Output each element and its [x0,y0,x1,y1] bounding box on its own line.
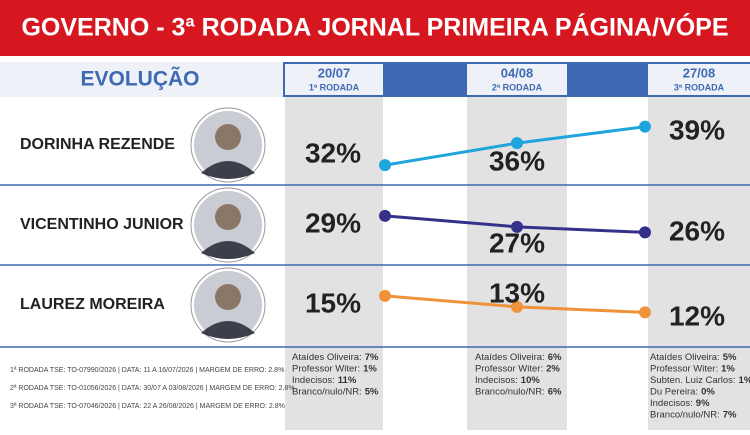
column-shade [648,97,750,430]
subtitle: EVOLUÇÃO [80,68,199,91]
other-name: Branco/nulo/NR: [650,409,720,420]
other-name: Ataídes Oliveira: [650,352,720,363]
other-candidate: Professor Witer: 1% [650,363,735,374]
point [379,209,391,222]
photo-body [201,241,255,259]
photo-head [215,124,241,150]
point [379,159,391,172]
point [639,226,651,239]
other-value: 2% [546,363,560,374]
other-value: 1% [363,363,377,374]
other-value: 7% [365,352,379,363]
column-shade [467,97,567,430]
value-label: 29% [305,207,361,238]
other-name: Indecisos: [650,398,693,409]
candidate-name: DORINHA REZENDE [20,136,175,153]
other-name: Professor Witer: [475,363,543,374]
column-shade [285,97,383,430]
footnote: 1ª RODADA TSE: TO-07990/2026 | DATA: 11 … [10,367,284,374]
photo-body [201,321,255,339]
other-name: Du Pereira: [650,386,698,397]
column-date: 20/07 [318,65,351,80]
point [639,306,651,319]
other-value: 7% [723,409,737,420]
column-header [285,64,383,95]
other-candidate: Indecisos: 10% [475,375,540,386]
other-value: 1% [721,363,735,374]
candidate-name: VICENTINHO JUNIOR [20,216,184,233]
subtitle-box [0,62,283,97]
column-round: 3ª RODADA [674,82,725,92]
value-label: 12% [669,300,725,331]
other-name: Branco/nulo/NR: [292,386,362,397]
point [511,300,523,313]
other-name: Subten. Luiz Carlos: [650,375,736,386]
other-candidate: Du Pereira: 0% [650,386,715,397]
value-label: 15% [305,287,361,318]
other-candidate: Branco/nulo/NR: 6% [475,386,562,397]
other-candidate: Branco/nulo/NR: 7% [650,409,737,420]
candidate-name: LAUREZ MOREIRA [20,296,165,313]
other-candidate: Ataídes Oliveira: 7% [292,352,379,363]
column-date: 04/08 [501,65,534,80]
other-name: Professor Witer: [650,363,718,374]
point [379,289,391,302]
value-label: 32% [305,137,361,168]
value-label: 27% [489,227,545,258]
value-label: 13% [489,277,545,308]
column-header [648,64,750,95]
other-candidate: Professor Witer: 1% [292,363,377,374]
point [639,120,651,133]
photo-body [201,161,255,179]
other-candidate: Indecisos: 11% [292,375,357,386]
other-name: Professor Witer: [292,363,360,374]
column-date: 27/08 [683,65,716,80]
title-bar [0,0,750,56]
column-round: 1ª RODADA [309,82,360,92]
column-round: 2ª RODADA [492,82,543,92]
other-candidate: Professor Witer: 2% [475,363,560,374]
footnote: 2ª RODADA TSE: TO-01056/2026 | DATA: 30/… [10,385,295,392]
chart-title: GOVERNO - 3ª RODADA JORNAL PRIMEIRA PÁGI… [21,12,728,42]
value-label: 26% [669,215,725,246]
column-header [467,64,567,95]
other-name: Indecisos: [292,375,335,386]
other-name: Ataídes Oliveira: [475,352,545,363]
other-value: 5% [365,386,379,397]
other-value: 0% [701,386,715,397]
other-value: 6% [548,352,562,363]
point [511,220,523,233]
other-value: 1% [739,375,750,386]
photo-head [215,204,241,230]
value-label: 39% [669,114,725,145]
value-label: 36% [489,145,545,176]
other-candidate: Ataídes Oliveira: 6% [475,352,562,363]
other-candidate: Indecisos: 9% [650,398,710,409]
point [511,137,523,150]
other-value: 10% [521,375,541,386]
other-candidate: Branco/nulo/NR: 5% [292,386,379,397]
other-name: Indecisos: [475,375,518,386]
other-name: Branco/nulo/NR: [475,386,545,397]
other-name: Ataídes Oliveira: [292,352,362,363]
other-candidate: Subten. Luiz Carlos:1% [650,375,750,386]
other-value: 11% [338,375,357,386]
other-value: 5% [723,352,737,363]
photo-head [215,284,241,310]
other-value: 9% [696,398,710,409]
other-candidate: Ataídes Oliveira: 5% [650,352,737,363]
other-value: 6% [548,386,562,397]
footnote: 3ª RODADA TSE: TO-07046/2026 | DATA: 22 … [10,403,285,410]
